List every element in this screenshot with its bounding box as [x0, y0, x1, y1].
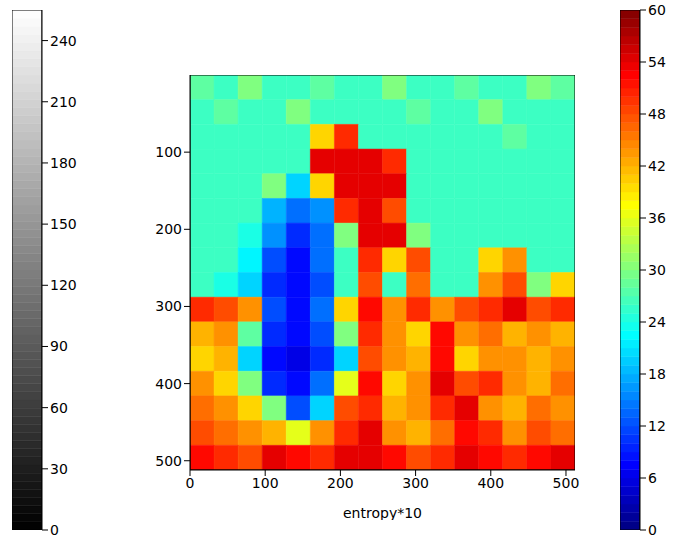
svg-text:120: 120	[50, 277, 77, 293]
svg-text:200: 200	[155, 221, 182, 237]
svg-text:12: 12	[648, 418, 666, 434]
svg-text:400: 400	[477, 475, 504, 491]
svg-text:54: 54	[648, 54, 666, 70]
svg-text:60: 60	[50, 400, 68, 416]
svg-text:48: 48	[648, 106, 666, 122]
svg-text:90: 90	[50, 338, 68, 354]
svg-text:42: 42	[648, 158, 666, 174]
svg-text:30: 30	[50, 461, 68, 477]
svg-text:60: 60	[648, 2, 666, 18]
svg-text:36: 36	[648, 210, 666, 226]
svg-text:500: 500	[155, 453, 182, 469]
svg-text:0: 0	[50, 522, 59, 538]
svg-text:400: 400	[155, 376, 182, 392]
svg-text:100: 100	[155, 144, 182, 160]
svg-text:210: 210	[50, 94, 77, 110]
svg-text:6: 6	[648, 470, 657, 486]
svg-text:150: 150	[50, 216, 77, 232]
svg-text:180: 180	[50, 155, 77, 171]
svg-text:30: 30	[648, 262, 666, 278]
svg-text:300: 300	[155, 298, 182, 314]
svg-text:200: 200	[327, 475, 354, 491]
svg-text:500: 500	[553, 475, 580, 491]
svg-text:18: 18	[648, 366, 666, 382]
svg-text:0: 0	[186, 475, 195, 491]
svg-text:24: 24	[648, 314, 666, 330]
svg-text:100: 100	[252, 475, 279, 491]
svg-text:240: 240	[50, 33, 77, 49]
svg-text:entropy*10: entropy*10	[343, 505, 422, 520]
svg-text:0: 0	[648, 522, 657, 538]
svg-text:300: 300	[402, 475, 429, 491]
